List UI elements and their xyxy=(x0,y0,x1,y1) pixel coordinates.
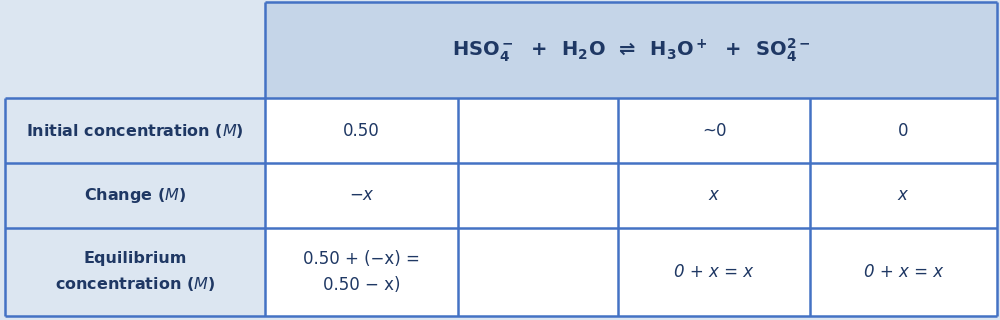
Bar xyxy=(265,163,458,228)
Bar xyxy=(810,98,997,163)
Text: ~0: ~0 xyxy=(702,122,726,140)
Bar xyxy=(810,228,997,316)
Text: 0 + x = x: 0 + x = x xyxy=(864,263,943,281)
Bar xyxy=(265,2,997,98)
Bar xyxy=(618,228,810,316)
Text: 0: 0 xyxy=(898,122,909,140)
Text: Initial concentration ($\mathbf{\mathit{M}}$): Initial concentration ($\mathbf{\mathit{… xyxy=(26,122,244,140)
Bar xyxy=(5,163,265,228)
Bar xyxy=(265,228,458,316)
Bar xyxy=(5,2,265,98)
Text: 0.50: 0.50 xyxy=(343,122,380,140)
Text: 0.50 + (−x) =
0.50 − x): 0.50 + (−x) = 0.50 − x) xyxy=(303,250,420,294)
Bar xyxy=(265,98,458,163)
Bar xyxy=(5,98,265,163)
Text: $\mathbf{HSO_4^-}$$\mathbf{\;\;+\;\;H_2O\;\;\rightleftharpoons\;\;H_3O^+\;\;+\;\: $\mathbf{HSO_4^-}$$\mathbf{\;\;+\;\;H_2O… xyxy=(452,36,810,64)
Bar xyxy=(618,163,810,228)
Bar xyxy=(458,163,618,228)
Bar xyxy=(618,98,810,163)
Bar xyxy=(810,163,997,228)
Text: $x$: $x$ xyxy=(897,187,910,204)
Text: $x$: $x$ xyxy=(708,187,720,204)
Text: 0 + x = x: 0 + x = x xyxy=(674,263,754,281)
Bar xyxy=(458,228,618,316)
Text: Change ($\mathbf{\mathit{M}}$): Change ($\mathbf{\mathit{M}}$) xyxy=(84,186,186,205)
Text: Equilibrium
concentration ($\mathbf{\mathit{M}}$): Equilibrium concentration ($\mathbf{\mat… xyxy=(55,251,215,293)
Bar xyxy=(458,98,618,163)
Text: $-x$: $-x$ xyxy=(349,187,374,204)
Bar xyxy=(5,228,265,316)
